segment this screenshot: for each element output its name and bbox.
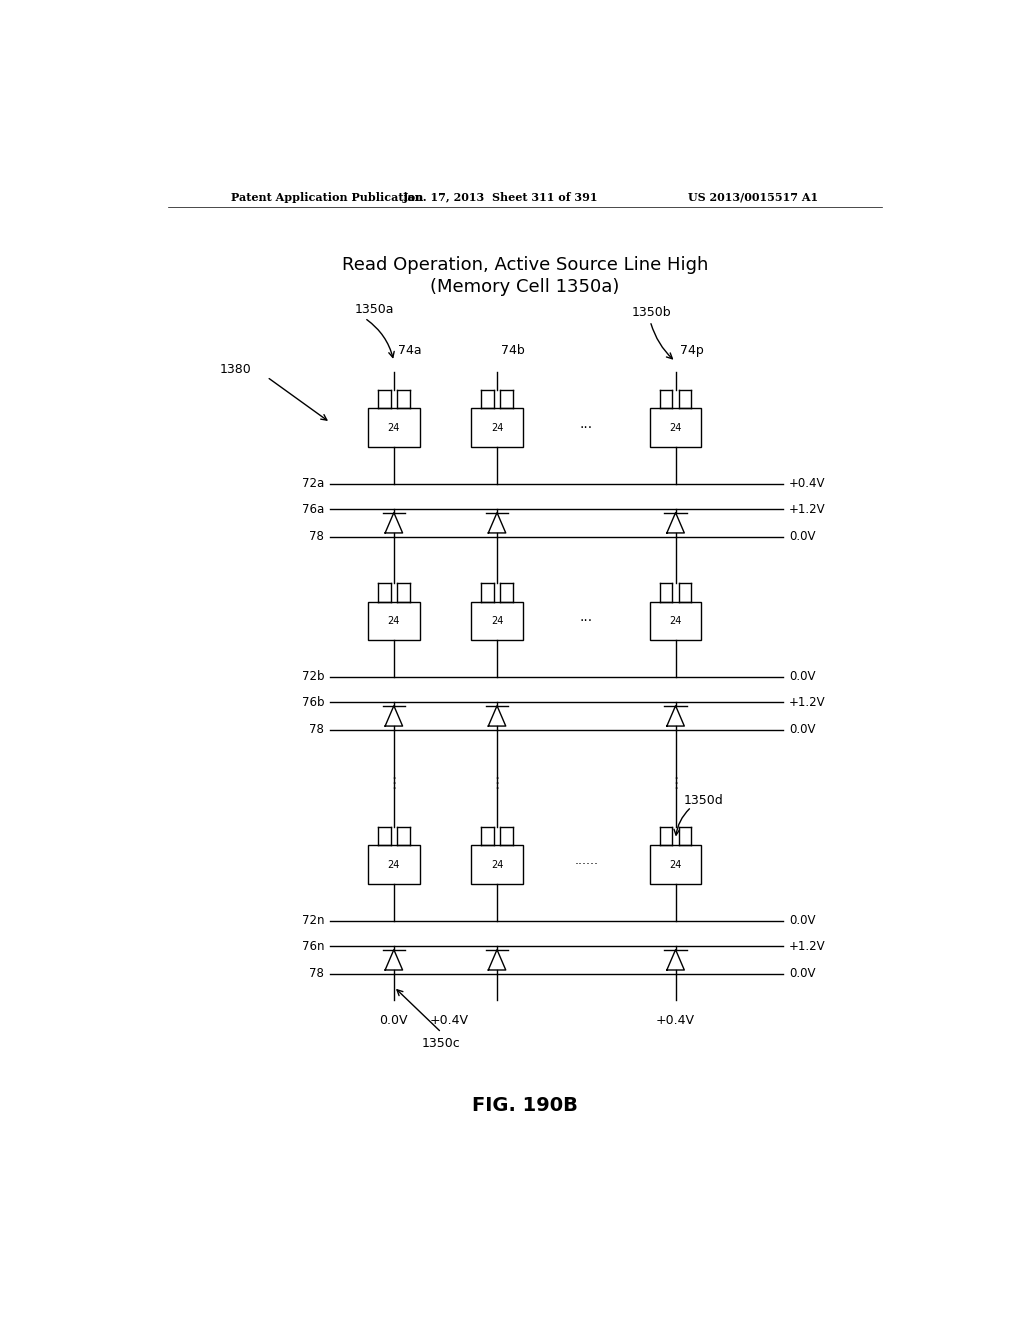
Text: 0.0V: 0.0V (380, 1014, 409, 1027)
Text: 0.0V: 0.0V (790, 671, 815, 684)
Text: 24: 24 (490, 859, 503, 870)
Bar (368, 602, 420, 640)
Text: +0.4V: +0.4V (430, 1014, 469, 1027)
Text: ⋮: ⋮ (668, 776, 683, 791)
Text: 0.0V: 0.0V (790, 968, 815, 979)
Text: 78: 78 (309, 531, 324, 543)
Text: 1380: 1380 (219, 363, 251, 376)
Text: ⋮: ⋮ (489, 776, 505, 791)
Text: 72n: 72n (301, 915, 324, 927)
Text: 0.0V: 0.0V (790, 723, 815, 737)
Text: 74p: 74p (680, 343, 703, 356)
Text: 72b: 72b (301, 671, 324, 684)
Text: 74a: 74a (397, 343, 422, 356)
Bar (471, 408, 523, 447)
Text: +1.2V: +1.2V (790, 696, 825, 709)
Text: +1.2V: +1.2V (790, 503, 825, 516)
Text: 24: 24 (388, 616, 400, 626)
Text: 1350b: 1350b (632, 306, 672, 319)
Text: ···: ··· (580, 421, 593, 434)
Text: Read Operation, Active Source Line High: Read Operation, Active Source Line High (342, 256, 708, 275)
Text: 24: 24 (670, 616, 682, 626)
Text: FIG. 190B: FIG. 190B (472, 1096, 578, 1115)
Text: 74b: 74b (501, 343, 524, 356)
Text: +0.4V: +0.4V (656, 1014, 695, 1027)
Text: ···: ··· (580, 614, 593, 628)
Text: (Memory Cell 1350a): (Memory Cell 1350a) (430, 279, 620, 297)
Text: Jan. 17, 2013  Sheet 311 of 391: Jan. 17, 2013 Sheet 311 of 391 (403, 191, 599, 202)
Bar (368, 408, 420, 447)
Text: ······: ······ (574, 858, 598, 871)
Text: 0.0V: 0.0V (790, 531, 815, 543)
Text: 24: 24 (670, 859, 682, 870)
Bar (650, 602, 701, 640)
Text: ⋮: ⋮ (386, 776, 401, 791)
Bar (650, 846, 701, 884)
Text: Patent Application Publication: Patent Application Publication (231, 191, 424, 202)
Text: 24: 24 (388, 859, 400, 870)
Bar (471, 602, 523, 640)
Bar (650, 408, 701, 447)
Text: 24: 24 (388, 422, 400, 433)
Text: 24: 24 (670, 422, 682, 433)
Text: 72a: 72a (302, 477, 324, 490)
Bar (368, 846, 420, 884)
Text: US 2013/0015517 A1: US 2013/0015517 A1 (688, 191, 818, 202)
Text: 24: 24 (490, 422, 503, 433)
Text: 1350a: 1350a (354, 304, 393, 315)
Text: 24: 24 (490, 616, 503, 626)
Text: 76b: 76b (301, 696, 324, 709)
Text: 0.0V: 0.0V (790, 915, 815, 927)
Text: 78: 78 (309, 968, 324, 979)
Text: +1.2V: +1.2V (790, 940, 825, 953)
Text: 1350c: 1350c (422, 1036, 461, 1049)
Text: +0.4V: +0.4V (790, 477, 825, 490)
Text: 76a: 76a (302, 503, 324, 516)
Text: 1350d: 1350d (684, 795, 723, 808)
Bar (471, 846, 523, 884)
Text: 76n: 76n (301, 940, 324, 953)
Text: 78: 78 (309, 723, 324, 737)
